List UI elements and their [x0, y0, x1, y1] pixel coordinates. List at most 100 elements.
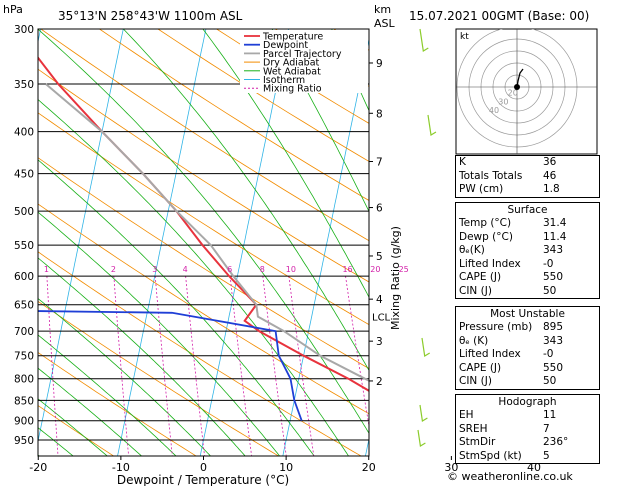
dry-adiabat-line [98, 29, 369, 201]
mixing-ratio-line [402, 276, 439, 479]
mu-row: Lifted Index -0 [459, 348, 554, 360]
hodograph-stats-table: Hodograph EH 11 SREH 7 StmDir 236° StmSpd (… [455, 394, 600, 464]
credit-link[interactable]: © weatheronline.co.uk [447, 470, 573, 483]
pressure-tick-label: 850 [14, 395, 34, 407]
pressure-tick-label: 700 [14, 326, 34, 338]
index-row-pw: PW (cm) 1.8 [459, 183, 560, 195]
hodograph-frame [455, 28, 598, 155]
temperature-tick-label: 20 [362, 461, 376, 474]
legend-background [240, 30, 368, 93]
temperature-tick-label: -10 [112, 461, 130, 474]
valid-time: 15.07.2021 00GMT (Base: 00) [409, 9, 589, 23]
mixing-ratio-line [185, 276, 205, 456]
height-tick-label: 6 [376, 203, 383, 215]
mixing-ratio-label: 4 [183, 265, 188, 274]
wind-barb [421, 337, 431, 357]
surface-row: Temp (°C) 31.4 [459, 217, 567, 229]
temperature-tick-label: -20 [29, 461, 47, 474]
hodograph-unit: kt [460, 32, 469, 42]
pressure-tick-label: 750 [14, 351, 34, 363]
temperature-tick-label: 30 [444, 461, 458, 474]
pressure-tick-label: 550 [14, 240, 34, 252]
dry-adiabat-line [619, 0, 629, 479]
legend-label: Wet Adiabat [263, 66, 321, 77]
pressure-tick-label: 900 [14, 416, 34, 428]
surface-table: Surface Temp (°C) 31.4 Dewp (°C) 11.4 θₑ(K… [455, 202, 600, 299]
mixing-ratio-label: 1 [44, 265, 49, 274]
pressure-tick-label: 450 [14, 169, 34, 181]
height-tick-label: 7 [376, 156, 383, 168]
height-tick-label: 9 [376, 58, 383, 70]
wind-barb [417, 429, 426, 447]
legend-label: Temperature [262, 32, 323, 43]
wind-barbs [417, 28, 437, 447]
temperature-tick-label: 0 [200, 461, 207, 474]
surface-row: CAPE (J) 550 [459, 271, 564, 283]
parcel-trajectory-profile [45, 83, 369, 382]
pressure-tick-label: 800 [14, 374, 34, 386]
height-tick-label: 3 [376, 336, 383, 348]
legend-label: Dewpoint [263, 40, 308, 51]
pressure-tick-label: 350 [14, 79, 34, 91]
mixing-ratio-line [229, 276, 252, 456]
hodograph-trace [516, 68, 524, 88]
wet-adiabat-line [38, 398, 108, 456]
mixing-ratio-label: 16 [342, 265, 352, 274]
mixing-ratio-axis-title: Mixing Ratio (g/kg) [389, 226, 402, 330]
height-unit: km [374, 3, 391, 16]
surface-row: θₑ(K) 343 [459, 244, 564, 256]
wet-adiabat-line [271, 29, 369, 213]
wind-barb [419, 404, 428, 422]
hodograph-ring-label: 40 [489, 106, 499, 115]
pressure-tick-label: 400 [14, 127, 34, 139]
x-axis-title: Dewpoint / Temperature (°C) [117, 473, 289, 486]
mu-row: θₑ (K) 343 [459, 334, 564, 347]
mixing-ratio-line [154, 276, 173, 456]
pressure-tick-label: 950 [14, 435, 34, 447]
lcl-label: LCL [372, 313, 391, 324]
dry-adiabat-line [38, 405, 115, 456]
temperature-tick-label: 10 [279, 461, 293, 474]
indices-table: K 36 Totals Totals 46 PW (cm) 1.8 [455, 155, 600, 198]
height-tick-label: 5 [376, 251, 383, 263]
surface-row: CIN (J) 50 [459, 284, 557, 297]
pressure-tick-label: 600 [14, 271, 34, 283]
height-tick-label: 2 [376, 376, 383, 388]
height-tick-label: 4 [376, 294, 383, 306]
dry-adiabat-line [38, 251, 362, 456]
surface-row: Lifted Index -0 [459, 257, 554, 270]
wet-adiabat-line [38, 367, 143, 456]
hodo-row: StmSpd (kt) 5 [459, 449, 550, 462]
wind-barb [419, 28, 429, 52]
mu-row: CIN (J) 50 [459, 375, 557, 387]
mixing-ratio-label: 8 [260, 265, 265, 274]
most-unstable-table: Most Unstable Pressure (mb) 895 θₑ (K) 343… [455, 306, 600, 390]
mixing-ratio-line [262, 276, 287, 456]
index-row-totals: Totals Totals 46 [459, 169, 557, 182]
dry-adiabat-line [157, 29, 369, 162]
location-label: 35°13'N 258°43'W 1100m ASL [58, 9, 243, 23]
temperature-tick-label: 40 [527, 461, 541, 474]
mu-row: Pressure (mb) 895 [459, 321, 564, 333]
legend-label: Dry Adiabat [263, 58, 320, 69]
hodograph-ring-label: 30 [498, 97, 508, 106]
dry-adiabat-line [38, 300, 280, 456]
height-tick-label: 8 [376, 108, 383, 120]
mixing-ratio-label: 2 [111, 265, 116, 274]
mixing-ratio-label: 10 [286, 265, 296, 274]
index-row-k: K 36 [459, 156, 557, 168]
pressure-tick-label: 300 [14, 24, 34, 36]
dry-adiabat-line [38, 351, 197, 456]
wet-adiabat-line [202, 29, 369, 298]
legend-label: Mixing Ratio [263, 84, 322, 95]
mixing-ratio-line [345, 276, 369, 429]
pressure-unit: hPa [3, 3, 23, 16]
hodograph-ring-label: 20 [508, 89, 518, 98]
dewpoint-profile [38, 310, 303, 422]
